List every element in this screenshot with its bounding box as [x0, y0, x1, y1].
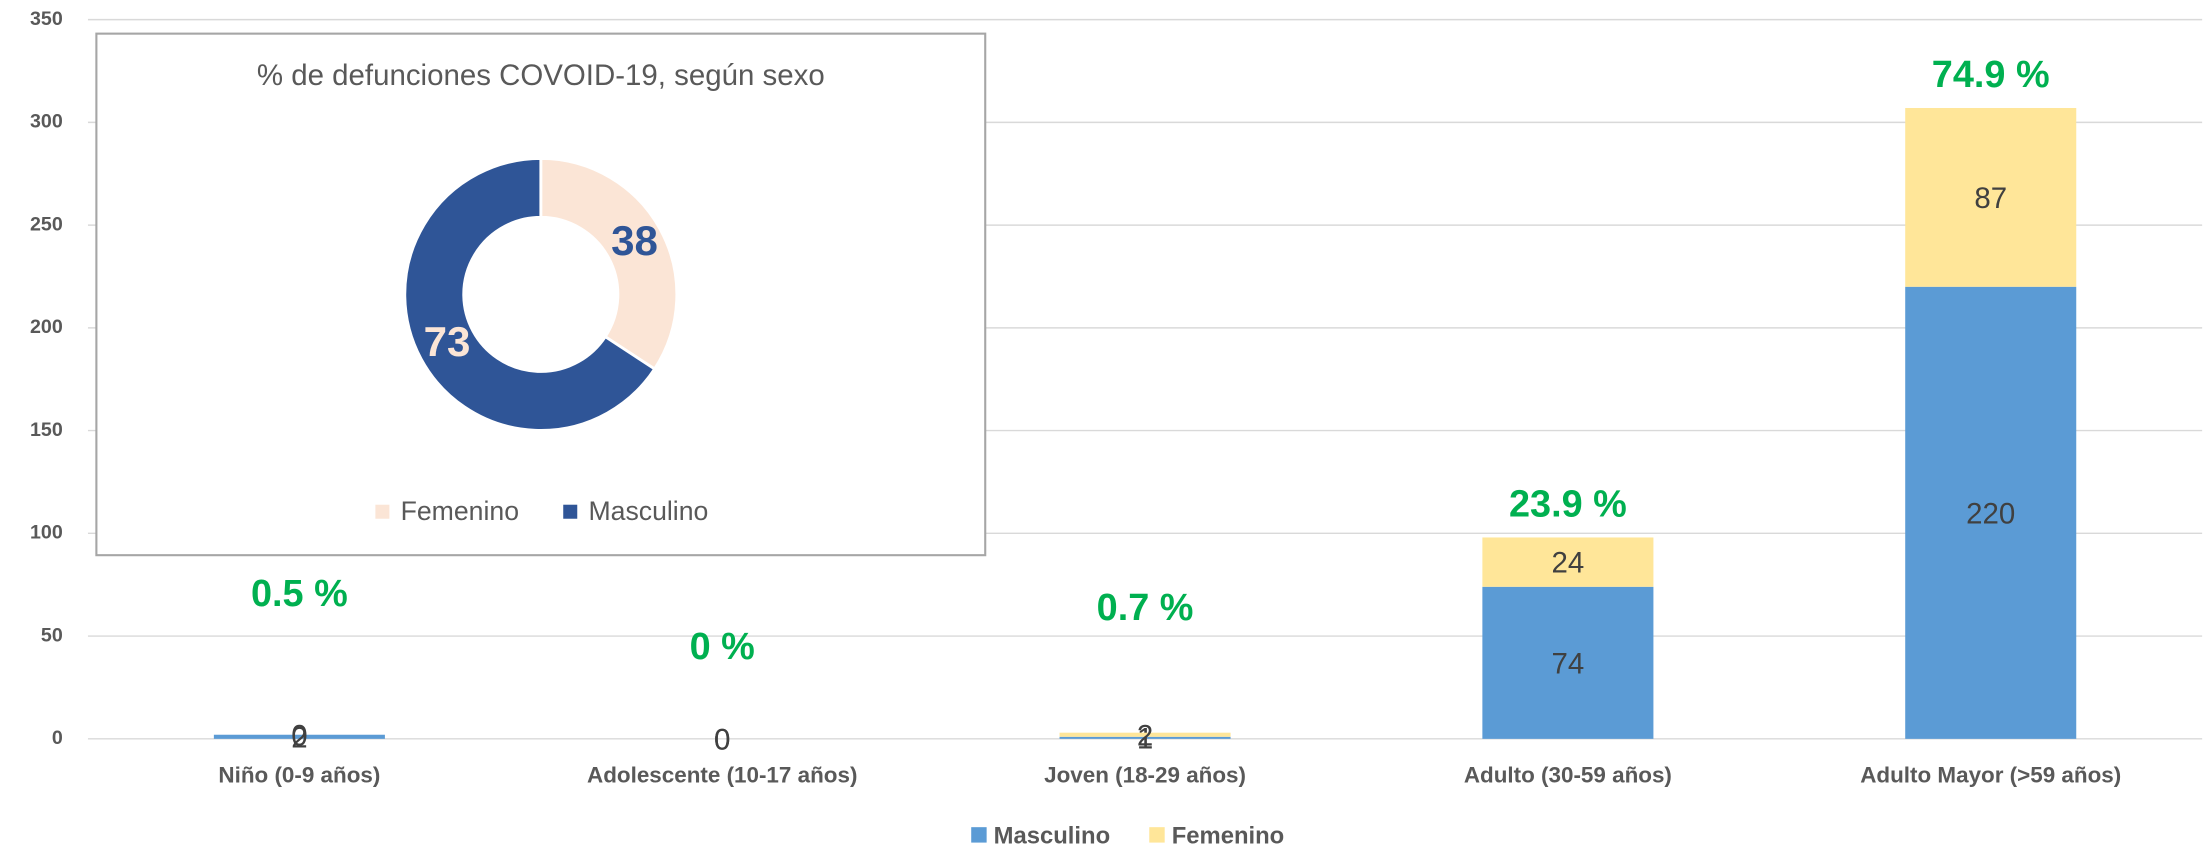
y-tick-label: 350 — [30, 8, 63, 30]
x-tick-label: Joven (18-29 años) — [1044, 763, 1246, 788]
x-tick-label: Adolescente (10-17 años) — [587, 763, 857, 788]
x-tick-label: Adulto (30-59 años) — [1464, 763, 1672, 788]
legend-swatch — [971, 827, 987, 843]
bar-segment — [1482, 586, 1654, 739]
bar-segment — [213, 734, 385, 739]
bar-segment — [1482, 537, 1654, 587]
annotation: 0.7 % — [1097, 587, 1194, 629]
bar-segment — [1905, 107, 2077, 287]
bar-segment — [1059, 736, 1231, 739]
y-tick-label: 200 — [30, 316, 63, 338]
data-label: 87 — [1974, 182, 2007, 215]
data-label: 0 — [714, 723, 730, 756]
bar-segment — [1059, 732, 1231, 737]
inset-frame — [95, 32, 987, 557]
data-label: 2 — [1137, 719, 1153, 752]
donut-slice — [539, 157, 679, 371]
x-tick-label: Niño (0-9 años) — [218, 763, 380, 788]
annotation: 74.9 % — [1932, 54, 2050, 96]
x-tick-label: Adulto Mayor (>59 años) — [1860, 763, 2121, 788]
legend-label: Femenino — [401, 496, 519, 526]
y-tick-label: 50 — [41, 624, 63, 646]
pie-title: % de defunciones COVOID-19, según sexo — [257, 59, 825, 92]
y-tick-label: 300 — [30, 111, 63, 133]
y-tick-label: 150 — [30, 419, 63, 441]
legend-swatch — [1149, 827, 1165, 843]
data-label: 73 — [424, 318, 471, 365]
data-label: 0 — [714, 723, 730, 756]
data-label: 1 — [1137, 722, 1153, 755]
legend-label: Masculino — [994, 822, 1111, 849]
data-label: 74 — [1552, 647, 1585, 680]
y-tick-label: 250 — [30, 213, 63, 235]
data-label: 38 — [611, 217, 658, 264]
data-label: 220 — [1966, 497, 2015, 530]
data-label: 0 — [291, 719, 307, 752]
annotation: 0.5 % — [251, 573, 348, 615]
legend-label: Femenino — [1172, 822, 1285, 849]
y-tick-label: 0 — [52, 727, 63, 749]
legend-swatch — [563, 504, 578, 519]
bar-segment — [1905, 286, 2077, 739]
data-label: 2 — [291, 721, 307, 754]
donut-slice — [403, 157, 657, 432]
annotation: 0 % — [690, 626, 755, 668]
annotation: 23.9 % — [1509, 484, 1627, 526]
data-label: 24 — [1552, 547, 1585, 580]
legend-swatch — [375, 504, 390, 519]
y-tick-label: 100 — [30, 522, 63, 544]
legend-label: Masculino — [588, 496, 708, 526]
